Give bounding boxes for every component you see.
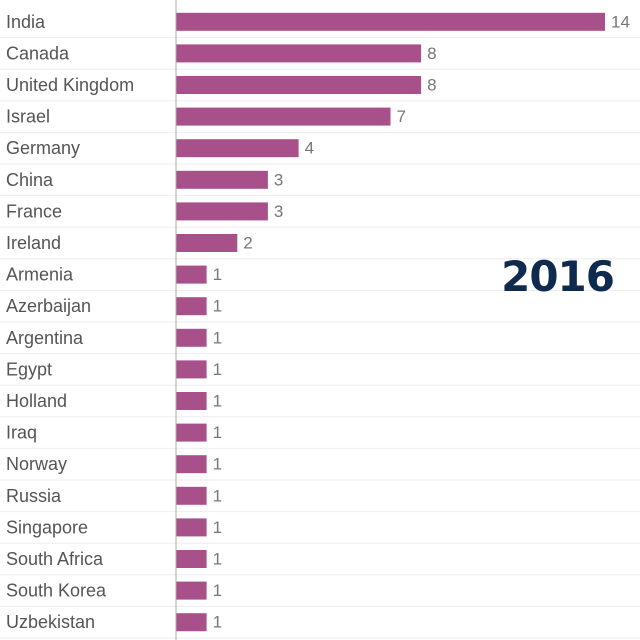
- data-label: 1: [213, 550, 222, 569]
- bar: [176, 107, 391, 126]
- category-label: South Korea: [6, 581, 107, 601]
- data-label: 4: [305, 139, 314, 158]
- data-label: 1: [213, 265, 222, 284]
- category-label: Canada: [6, 43, 70, 63]
- category-label: Ireland: [6, 233, 61, 253]
- bar: [176, 139, 299, 158]
- bar: [176, 518, 207, 537]
- bar: [176, 234, 238, 252]
- value-labels: 14 8 8 7 4 3 3 2 1 1 1 1 1 1 1 1 1 1 1 1: [213, 12, 630, 631]
- data-label: 1: [213, 392, 222, 411]
- bar: [176, 328, 207, 347]
- data-label: 1: [213, 581, 222, 600]
- category-label: Egypt: [6, 359, 52, 379]
- bar: [176, 423, 207, 442]
- bar: [176, 360, 207, 379]
- category-labels: India Canada United Kingdom Israel Germany Ch…: [6, 12, 134, 632]
- category-label: China: [6, 170, 54, 190]
- year-annotation: 2016: [501, 252, 615, 301]
- data-label: 7: [397, 107, 406, 126]
- category-label: Norway: [6, 454, 67, 474]
- bar: [176, 265, 207, 284]
- grid-lines: [0, 37, 640, 639]
- category-label: United Kingdom: [6, 75, 134, 95]
- category-label: Argentina: [6, 328, 84, 348]
- bar: [176, 392, 207, 410]
- category-label: Israel: [6, 107, 50, 127]
- data-label: 1: [213, 423, 222, 442]
- bar: [176, 550, 207, 568]
- data-label: 3: [274, 202, 283, 221]
- bar: [176, 12, 605, 31]
- category-label: Germany: [6, 138, 80, 158]
- data-label: 1: [213, 518, 222, 537]
- category-label: Azerbaijan: [6, 296, 91, 316]
- category-label: Russia: [6, 486, 62, 506]
- data-label: 14: [611, 12, 630, 31]
- bar: [176, 170, 268, 189]
- category-label: Armenia: [6, 265, 74, 285]
- data-label: 1: [213, 455, 222, 474]
- data-label: 8: [427, 76, 436, 95]
- category-label: Iraq: [6, 423, 37, 443]
- bar: [176, 486, 207, 505]
- bar: [176, 44, 422, 63]
- bar: [176, 581, 207, 600]
- bar: [176, 613, 207, 632]
- category-label: France: [6, 201, 62, 221]
- category-label: South Africa: [6, 549, 104, 569]
- category-label: Holland: [6, 391, 67, 411]
- data-label: 1: [213, 613, 222, 632]
- data-label: 1: [213, 360, 222, 379]
- category-label: India: [6, 12, 46, 32]
- bar: [176, 76, 422, 94]
- bar: [176, 455, 207, 474]
- data-label: 1: [213, 328, 222, 347]
- data-label: 1: [213, 486, 222, 505]
- bar: [176, 297, 207, 316]
- data-label: 2: [243, 234, 252, 253]
- category-label: Uzbekistan: [6, 612, 95, 632]
- bars: [176, 12, 605, 632]
- category-label: Singapore: [6, 517, 88, 537]
- bar: [176, 202, 268, 221]
- data-label: 1: [213, 297, 222, 316]
- data-label: 8: [427, 44, 436, 63]
- data-label: 3: [274, 170, 283, 189]
